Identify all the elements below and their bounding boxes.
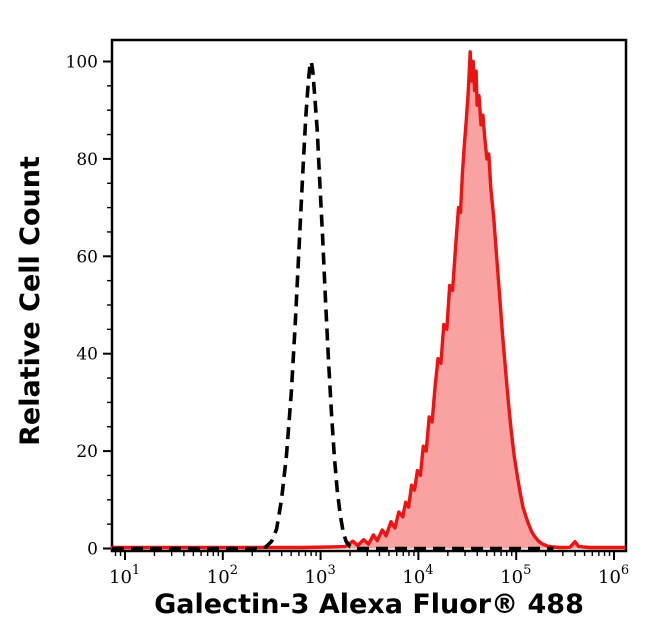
stained-series-fill — [112, 51, 624, 549]
x-tick-label: 102 — [207, 563, 238, 588]
x-tick-label: 103 — [305, 563, 336, 588]
y-tick-label: 100 — [66, 53, 98, 73]
y-tick-label: 0 — [87, 540, 98, 560]
unstained-control-path — [112, 59, 554, 551]
plot-frame — [110, 38, 628, 553]
y-tick-label: 60 — [76, 247, 98, 267]
y-axis-title: Relative Cell Count — [15, 156, 46, 446]
stained-series-path — [110, 50, 626, 550]
y-tick-label: 40 — [76, 345, 98, 365]
x-tick-label: 101 — [109, 563, 140, 588]
x-tick-label: 104 — [402, 563, 433, 588]
x-tick-label: 105 — [500, 563, 531, 588]
x-axis-title: Galectin-3 Alexa Fluor® 488 — [154, 589, 584, 620]
x-tick-label: 106 — [598, 563, 629, 588]
y-tick-label: 20 — [76, 442, 98, 462]
y-tick-label: 80 — [76, 150, 98, 170]
